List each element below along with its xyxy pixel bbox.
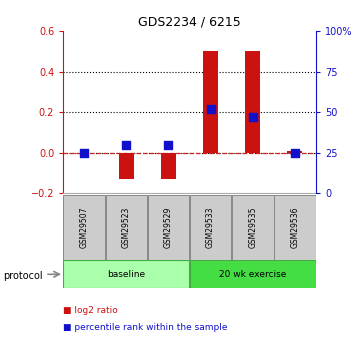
Text: GSM29507: GSM29507 bbox=[80, 207, 89, 248]
Bar bbox=[190, 260, 316, 288]
Text: ■ percentile rank within the sample: ■ percentile rank within the sample bbox=[63, 323, 228, 332]
Text: ■ log2 ratio: ■ log2 ratio bbox=[63, 306, 118, 315]
Text: GSM29529: GSM29529 bbox=[164, 207, 173, 248]
Text: 20 wk exercise: 20 wk exercise bbox=[219, 270, 286, 279]
Bar bbox=[119, 152, 134, 179]
Bar bbox=[64, 260, 189, 288]
Point bbox=[250, 114, 256, 120]
Point bbox=[292, 150, 298, 155]
Point bbox=[123, 142, 129, 147]
Bar bbox=[203, 51, 218, 152]
Point bbox=[81, 150, 87, 155]
Text: GSM29535: GSM29535 bbox=[248, 207, 257, 248]
Bar bbox=[105, 195, 147, 260]
Text: GSM29536: GSM29536 bbox=[290, 207, 299, 248]
Title: GDS2234 / 6215: GDS2234 / 6215 bbox=[138, 16, 241, 29]
Point bbox=[166, 142, 171, 147]
Text: protocol: protocol bbox=[4, 271, 43, 281]
Bar bbox=[64, 195, 105, 260]
Bar bbox=[232, 195, 274, 260]
Point bbox=[208, 106, 213, 112]
Bar bbox=[148, 195, 189, 260]
Text: GSM29523: GSM29523 bbox=[122, 207, 131, 248]
Text: baseline: baseline bbox=[107, 270, 145, 279]
Text: GSM29533: GSM29533 bbox=[206, 207, 215, 248]
Bar bbox=[161, 152, 176, 179]
Bar bbox=[245, 51, 260, 152]
Bar bbox=[287, 151, 302, 152]
Bar bbox=[190, 195, 231, 260]
Bar bbox=[274, 195, 316, 260]
